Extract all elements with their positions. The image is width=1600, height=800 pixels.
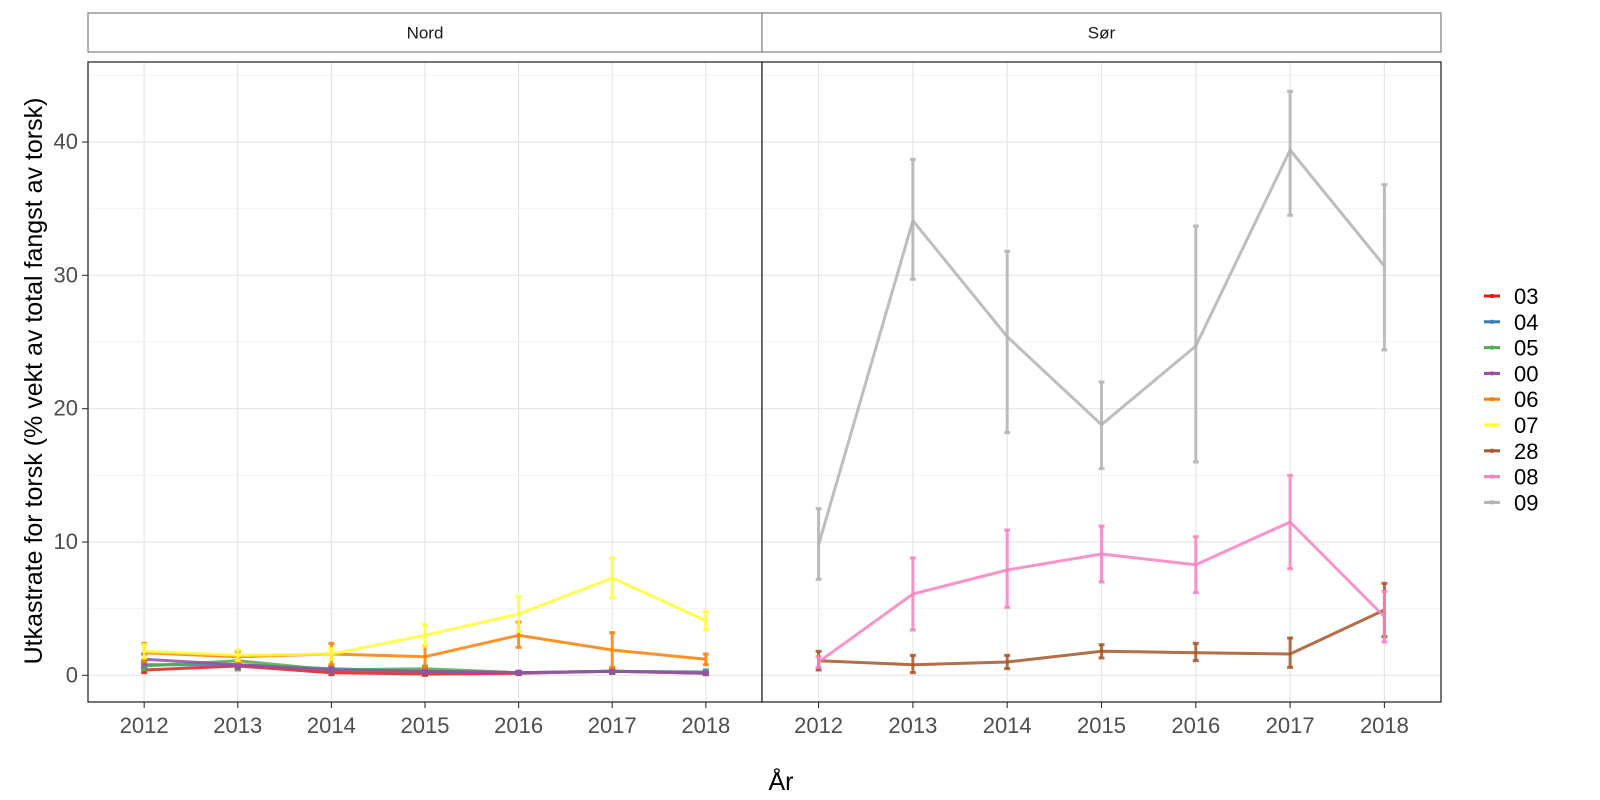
x-tick-label: 2013 [888,713,937,738]
axes: 0 10 20 30 40 2012 2013 2014 2015 2016 2017 2018 201… [54,129,1409,738]
y-tick-label: 10 [54,529,78,554]
series-line [144,657,706,675]
error-bar [815,655,822,669]
error-bar [702,609,709,632]
facet-panels [87,61,1442,703]
x-tick-label: 2013 [213,713,262,738]
legend-label: 28 [1514,439,1538,464]
legend-label: 05 [1514,336,1538,361]
legend-label: 07 [1514,413,1538,438]
y-tick-label: 0 [66,662,78,687]
legend-item-09: 09 [1484,490,1538,515]
facet-label: Sør [1088,24,1116,43]
legend-label: 08 [1514,465,1538,490]
y-axis-title: Utkastrate for torsk (% vekt av total fa… [20,98,48,665]
error-bar [141,643,148,660]
legend-label: 06 [1514,387,1538,412]
legend-item-00: 00 [1484,361,1538,386]
error-bar [1004,249,1011,435]
x-tick-label: 2016 [494,713,543,738]
legend-item-08: 08 [1484,465,1538,490]
facet-panel-sør [761,61,1442,703]
x-tick-label: 2017 [1266,713,1315,738]
x-tick-label: 2014 [307,713,356,738]
series-line [817,520,1386,664]
x-tick-label: 2018 [681,713,730,738]
legend-label: 04 [1514,310,1538,335]
series-line [818,608,1386,667]
y-tick-label: 30 [54,262,78,287]
x-tick-label: 2017 [588,713,637,738]
legend-item-04: 04 [1484,310,1538,335]
x-tick-label: 2015 [1077,713,1126,738]
error-bar [702,652,709,667]
error-bar [1381,183,1388,352]
x-tick-label: 2016 [1171,713,1220,738]
facet-strip-nord [87,12,763,53]
x-tick-label: 2014 [983,713,1032,738]
legend-item-06: 06 [1484,387,1538,412]
x-tick-label: 2018 [1360,713,1409,738]
x-tick-label: 2015 [401,713,450,738]
legend-label: 03 [1514,284,1538,309]
legend-item-28: 28 [1484,439,1538,464]
series-line [144,576,707,657]
x-tick-label: 2012 [794,713,843,738]
facet-panel-nord [87,61,763,703]
x-tick-label: 2012 [120,713,169,738]
series-09 [815,89,1388,581]
series-line [817,148,1386,546]
legend-item-03: 03 [1484,284,1538,309]
legend-item-07: 07 [1484,413,1538,438]
legend-item-05: 05 [1484,336,1538,361]
facet-strips: Nord Sør [87,12,1442,53]
facet-strip-sør [761,12,1442,53]
series-08 [815,473,1388,669]
legend-label: 09 [1514,490,1538,515]
series-07 [141,556,709,663]
x-axis-title: År [769,766,794,796]
y-tick-label: 40 [54,129,78,154]
legend-label: 00 [1514,361,1538,386]
y-tick-label: 20 [54,396,78,421]
facet-label: Nord [407,24,444,43]
